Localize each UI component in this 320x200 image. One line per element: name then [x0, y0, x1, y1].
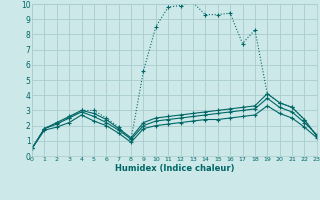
- X-axis label: Humidex (Indice chaleur): Humidex (Indice chaleur): [115, 164, 234, 173]
